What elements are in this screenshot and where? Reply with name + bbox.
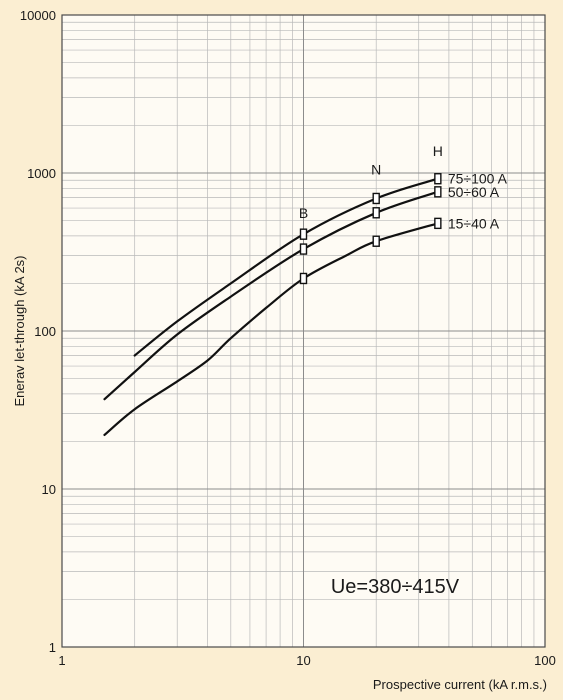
x-tick-label: 100: [534, 653, 556, 668]
breaking-capacity-label: H: [433, 143, 443, 159]
x-tick-label: 1: [58, 653, 65, 668]
series-marker: [372, 207, 380, 219]
series-marker: [372, 235, 380, 247]
series-marker: [299, 228, 308, 240]
plot-frame: [61, 14, 546, 648]
series-marker: [434, 173, 442, 185]
series-marker: [434, 217, 442, 230]
voltage-annotation: Ue=380÷415V: [331, 576, 460, 598]
series-line: [103, 222, 439, 436]
series-layer: 75÷100 A50÷60 A 15÷40 A B N H: [103, 143, 508, 436]
y-tick-label: 100: [34, 324, 56, 339]
series-legend-label: 75÷100 A: [448, 171, 508, 187]
y-axis-label: Enerav let-through (kA 2s): [12, 255, 27, 406]
y-tick-label: 10000: [20, 8, 56, 23]
y-tick-label: 1000: [27, 166, 56, 181]
series-legend-label: 50÷60 A: [448, 184, 500, 200]
series-marker: [299, 272, 308, 285]
y-tick-label: 10: [42, 482, 56, 497]
breaking-capacity-label: N: [371, 161, 381, 177]
series-marker: [372, 192, 380, 205]
x-axis-label: Prospective current (kA r.m.s.): [373, 677, 547, 692]
x-tick-label: 10: [296, 653, 310, 668]
tick-labels: 1 10 100 1 10 100 1000 10000: [20, 8, 556, 668]
breaking-capacity-label: B: [299, 205, 308, 221]
series-line: [133, 177, 439, 357]
series-marker: [299, 243, 308, 255]
series-legend-label: 15÷40 A: [448, 215, 500, 231]
series-marker: [434, 186, 442, 198]
y-tick-label: 1: [49, 640, 56, 655]
